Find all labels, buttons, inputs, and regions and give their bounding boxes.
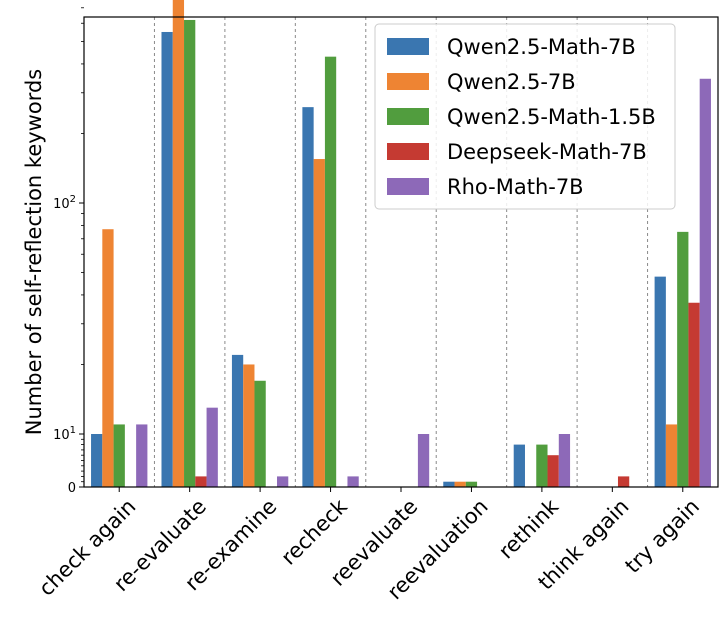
bar	[195, 476, 207, 487]
bar	[136, 424, 148, 487]
y-tick-label: 102	[53, 194, 76, 212]
legend-swatch	[387, 73, 429, 90]
y-tick-label: 0	[68, 481, 76, 496]
bar	[617, 476, 630, 487]
legend-box	[374, 23, 676, 210]
legend-swatch	[387, 143, 429, 160]
bars	[91, 0, 711, 488]
bar	[302, 107, 314, 487]
bar	[324, 56, 337, 487]
y-axis-ticks: 0101102103	[53, 7, 84, 496]
legend-label: Qwen2.5-Math-7B	[447, 35, 636, 59]
bar	[102, 229, 114, 487]
bar	[161, 31, 173, 487]
bar	[699, 78, 711, 487]
x-tick-label: rethink	[494, 494, 564, 564]
bar	[172, 0, 185, 488]
bar	[113, 424, 125, 487]
bar	[654, 276, 666, 487]
bar	[243, 364, 255, 487]
x-axis-ticks: check againre-evaluatere-examinerecheckr…	[34, 487, 704, 604]
y-tick-label: 101	[53, 425, 76, 443]
bar	[454, 481, 466, 487]
bar	[417, 434, 430, 487]
legend-swatch	[387, 38, 429, 55]
bar	[665, 424, 678, 487]
legend-swatch	[387, 108, 429, 125]
bar	[277, 476, 289, 487]
bar	[536, 444, 548, 487]
bar	[465, 481, 478, 487]
bar	[347, 476, 359, 487]
bar	[206, 407, 218, 487]
bar	[254, 380, 266, 487]
bar	[443, 481, 455, 487]
legend-label: Deepseek-Math-7B	[447, 140, 647, 164]
legend: Qwen2.5-Math-7B Qwen2.5-7B Qwen2.5-Math-1.…	[374, 23, 676, 210]
legend-label: Rho-Math-7B	[447, 175, 584, 199]
bar	[513, 444, 525, 487]
legend-label: Qwen2.5-Math-1.5B	[447, 105, 656, 129]
bar	[558, 434, 571, 487]
bar	[688, 302, 700, 487]
legend-swatch	[387, 178, 429, 195]
bar	[547, 455, 559, 487]
bar	[313, 159, 325, 487]
bar	[231, 354, 244, 487]
bar	[91, 434, 103, 487]
bar	[677, 231, 689, 487]
legend-label: Qwen2.5-7B	[447, 70, 576, 94]
y-axis-label: Number of self-reflection keywords	[22, 69, 46, 435]
bar	[184, 19, 196, 487]
x-tick-label: try again	[620, 494, 704, 578]
